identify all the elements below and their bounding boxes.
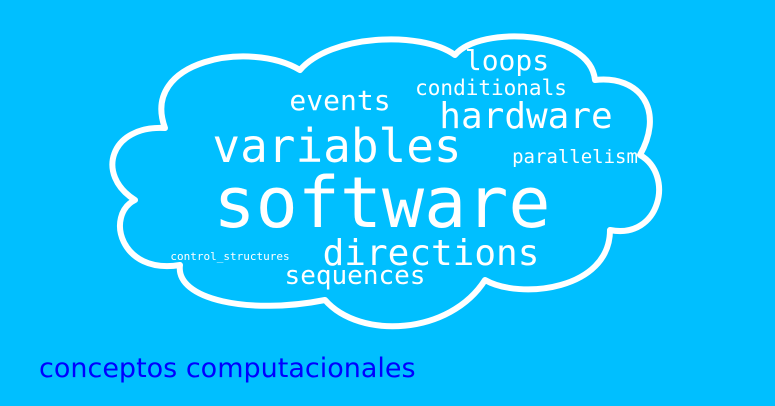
- word-directions: directions: [323, 233, 540, 274]
- caption: conceptos computacionales: [39, 353, 416, 384]
- word-control-structures: control_structures: [170, 250, 289, 263]
- word-parallelism: parallelism: [512, 146, 638, 168]
- word-hardware: hardware: [439, 96, 612, 137]
- word-variables: variables: [212, 119, 461, 173]
- word-sequences: sequences: [285, 261, 426, 291]
- word-conditionals: conditionals: [415, 76, 567, 100]
- word-loops: loops: [465, 44, 549, 77]
- cloud-outline: [109, 33, 663, 330]
- word-events: events: [289, 84, 390, 117]
- word-software: software: [213, 162, 550, 244]
